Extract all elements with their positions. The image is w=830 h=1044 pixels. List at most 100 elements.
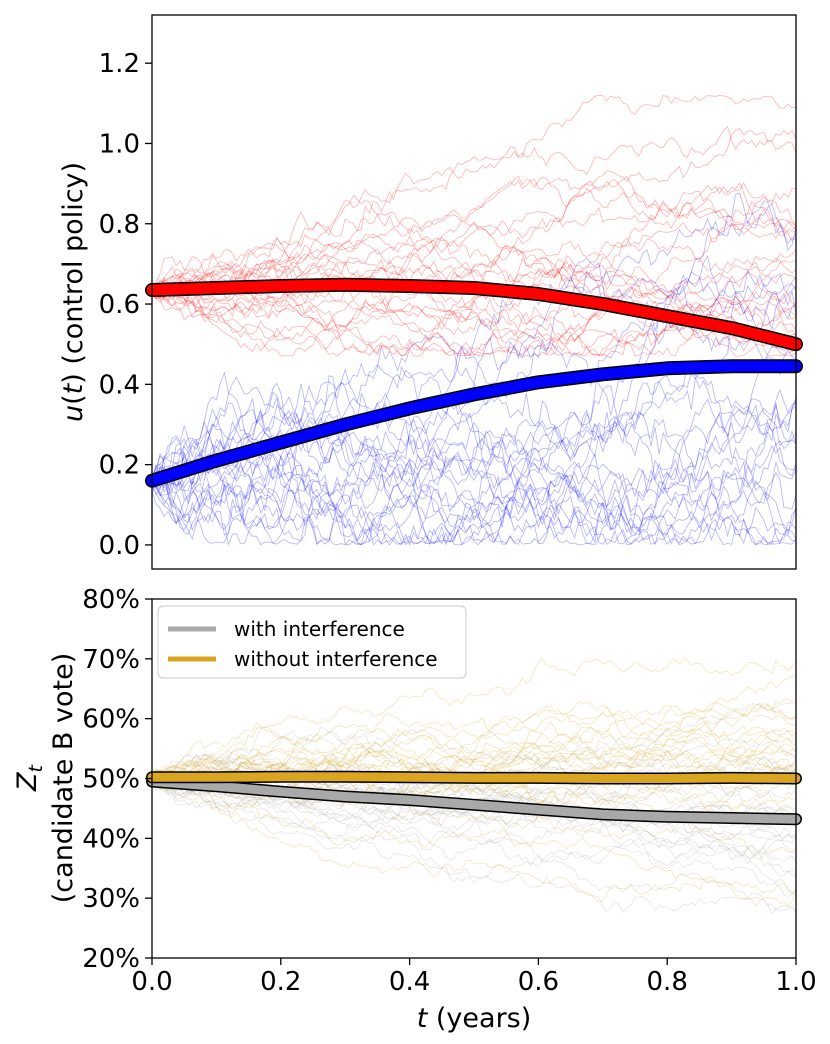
bottom-mean-line-1 [147,772,801,783]
top-sample-path [151,254,797,356]
top-sample-path [151,424,797,546]
top-sample-path [151,200,797,311]
bottom-ylabel-z: Z [12,772,43,792]
bottom-sample-path [151,778,797,907]
top-sample-path [151,398,797,542]
top-sample-path [151,127,797,300]
top-panel: 0.0 0.2 0.4 0.6 0.8 1.0 1.2 u(t) (control poli… [58,14,803,570]
bottom-y-ticks: 20% 30% 40% 50% 60% 70% 80% [82,585,152,974]
top-sample-path [151,452,797,546]
xtick-label: 0.6 [518,967,559,997]
top-ytick-label: 0.8 [99,210,140,240]
bottom-sample-path [151,742,797,805]
bottom-sample-path [151,742,797,780]
bottom-sample-path [151,777,797,915]
legend-label-with-interference: with interference [234,617,405,641]
top-sample-path [151,282,797,357]
top-sample-path [151,125,797,300]
bottom-sample-path [151,698,797,783]
top-plot-frame [151,14,797,570]
top-ytick-label: 0.4 [99,370,140,400]
bottom-sample-path [151,774,797,894]
bottom-ytick-label: 60% [82,705,140,735]
legend-label-without-interference: without interference [234,647,438,671]
top-mean-line-0 [146,279,802,350]
bottom-mean-line-0 [147,777,801,824]
bottom-ytick-label: 80% [82,585,140,615]
top-sample-path [151,402,797,521]
top-sample-path [151,271,797,496]
top-sample-path [151,320,797,501]
top-mean-line-1 [146,360,802,487]
bottom-sample-path [151,732,797,787]
bottom-panel: 20% 30% 40% 50% 60% 70% 80% 0.0 0.2 0.4 0.6 0.8 1.0… [12,585,817,1034]
bottom-sample-path [151,721,797,781]
bottom-x-ticks: 0.0 0.2 0.4 0.6 0.8 1.0 [131,958,817,997]
top-sample-path [151,287,797,357]
top-ylabel-t: t [58,382,89,394]
top-sample-path [151,269,797,497]
bottom-sample-path [151,772,797,849]
top-sample-path [151,260,797,332]
bottom-ylabel-subscript-t: t [25,763,47,772]
top-ytick-label: 0.6 [99,290,140,320]
top-y-ticks: 0.0 0.2 0.4 0.6 0.8 1.0 1.2 [99,49,152,561]
bottom-sample-path [151,780,797,913]
legend-box [157,605,467,679]
xlabel-t: t [417,1003,429,1034]
top-sample-path [151,175,797,303]
bottom-ytick-label: 20% [82,944,140,974]
bottom-x-axis-label: t (years) [417,1003,532,1034]
top-sample-path [151,287,797,357]
bottom-ytick-label: 70% [82,645,140,675]
top-sample-path [151,276,797,336]
top-sample-path [151,398,797,536]
bottom-sample-path [151,731,797,781]
top-sample-path [151,255,797,489]
top-sample-path [151,188,797,341]
top-sample-path [151,237,797,297]
top-ytick-label: 1.0 [99,129,140,159]
top-sample-path [151,465,797,547]
bottom-ytick-label: 30% [82,884,140,914]
xtick-label: 0.4 [389,967,430,997]
top-sample-path [151,94,797,295]
bottom-sample-path [151,744,797,803]
top-sample-path [151,409,797,546]
top-mean-lines [145,277,803,488]
top-sample-path [151,181,797,294]
bottom-y-axis-label-main: Zt [12,763,47,792]
top-ylabel-open: ( [58,394,89,405]
bottom-sample-path [151,726,797,780]
top-sample-path [151,429,797,545]
top-sample-path [151,203,797,529]
xlabel-rest: (years) [427,1003,531,1034]
xtick-label: 0.2 [260,967,301,997]
top-sample-path [151,444,797,542]
xtick-label: 1.0 [775,967,816,997]
top-sample-path [151,249,797,317]
bottom-ytick-label: 40% [82,824,140,854]
top-ytick-label: 1.2 [99,49,140,79]
top-sample-path [151,272,797,357]
top-sample-path [151,392,797,537]
top-ytick-label: 0.2 [99,451,140,481]
top-sample-path [151,385,797,531]
bottom-sample-path [151,674,797,786]
top-ylabel-u: u [58,405,89,422]
top-sample-path [151,179,797,319]
bottom-y-axis-label-sub: (candidate B vote) [48,653,79,903]
bottom-sample-path [151,658,797,778]
bottom-sample-path [151,701,797,781]
top-sample-path [151,256,797,350]
bottom-sample-path [151,754,797,837]
top-sample-path [151,194,797,317]
top-sample-path [151,457,797,546]
top-ytick-label: 0.0 [99,531,140,561]
xtick-label: 0.8 [647,967,688,997]
top-sample-path [151,453,797,546]
top-sample-path [151,388,797,546]
bottom-sample-path [151,780,797,864]
bottom-mean-lines [146,770,802,826]
